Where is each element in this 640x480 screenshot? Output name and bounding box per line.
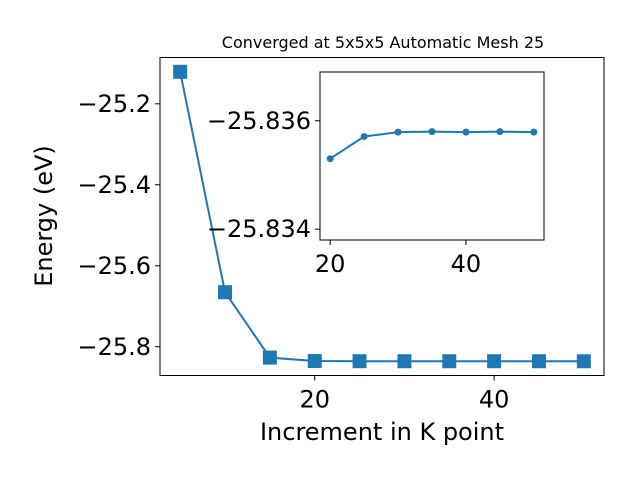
main-series-line — [179, 71, 584, 363]
inset-y-tick-label: −25.834 — [207, 215, 311, 243]
inset-data-point — [326, 155, 334, 163]
inset-data-point — [428, 128, 436, 136]
y-axis-label: Energy (eV) — [30, 145, 58, 287]
main-x-tick-label: 40 — [479, 386, 510, 414]
inset-data-point — [530, 128, 538, 136]
main-data-point — [487, 354, 502, 369]
inset-x-tick-label: 40 — [451, 250, 482, 278]
inset-axes-background — [320, 72, 544, 240]
main-axes-frame — [159, 57, 605, 376]
inset-axes-frame — [319, 71, 545, 241]
main-x-tick-label: 20 — [299, 386, 330, 414]
x-axis-label: Increment in K point — [260, 418, 504, 446]
main-data-point — [307, 354, 322, 369]
inset-x-axis: 20 40 — [315, 240, 481, 278]
inset-x-tick-label: 20 — [315, 250, 346, 278]
chart-title: Converged at 5x5x5 Automatic Mesh 25 — [222, 33, 544, 52]
inset-data-point — [394, 128, 402, 136]
inset-data-point — [496, 128, 504, 136]
main-data-point — [442, 354, 457, 369]
main-x-axis: 20 40 — [299, 375, 510, 414]
main-y-tick-label: −25.2 — [77, 90, 151, 118]
inset-y-tick-label: −25.836 — [207, 107, 311, 135]
main-y-tick-label: −25.8 — [77, 333, 151, 361]
main-data-point — [576, 354, 591, 369]
inset-data-point — [462, 128, 470, 136]
main-y-tick-label: −25.6 — [77, 252, 151, 280]
main-data-point — [397, 354, 412, 369]
main-y-axis: −25.2 −25.4 −25.6 −25.8 — [77, 90, 160, 361]
main-series-group — [173, 64, 591, 369]
inset-series-group — [326, 128, 538, 163]
main-y-tick-label: −25.4 — [77, 171, 151, 199]
main-data-point — [531, 354, 546, 369]
main-data-point — [173, 64, 188, 79]
inset-data-point — [360, 132, 368, 140]
main-data-point — [352, 354, 367, 369]
main-data-point — [218, 285, 233, 300]
inset-y-axis: −25.836 −25.834 — [207, 107, 320, 243]
main-data-point — [262, 350, 277, 365]
